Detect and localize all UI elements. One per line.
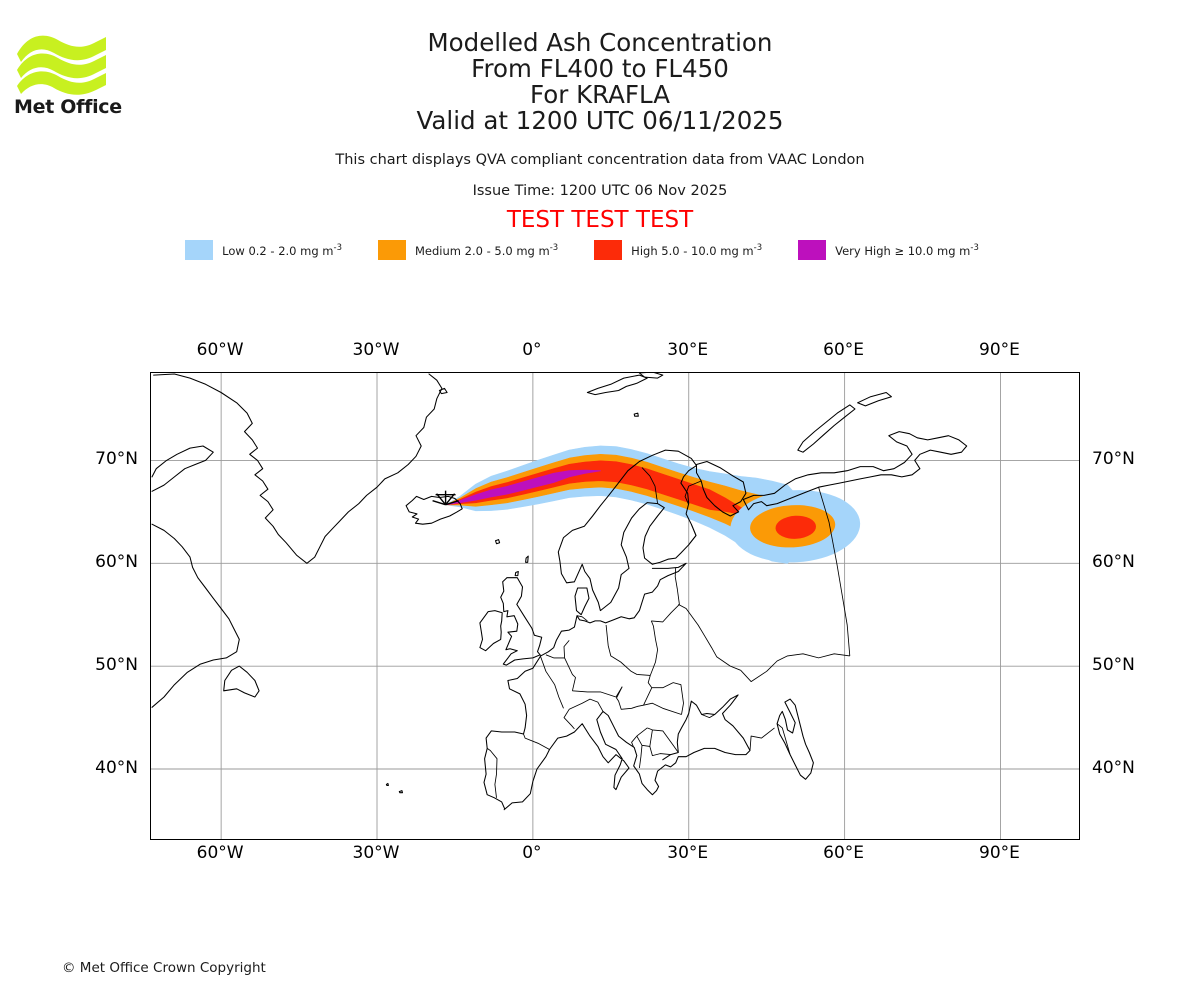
coastlines — [151, 373, 968, 810]
volcano-line: For KRAFLA — [530, 80, 670, 109]
map-canvas — [151, 373, 1079, 839]
map-gridlines — [151, 373, 1079, 839]
legend-label-medium: Medium 2.0 - 5.0 mg m-3 — [415, 243, 558, 258]
legend-swatch-high — [594, 240, 623, 260]
ash-plume — [446, 445, 861, 564]
legend-exponent-high: -3 — [753, 242, 763, 253]
x-tick-bottom-4: 60°E — [823, 843, 865, 863]
y-tick-left-3: 40°N — [95, 758, 138, 778]
legend-label-very-high: Very High ≥ 10.0 mg m-3 — [835, 243, 979, 258]
volcano-marker — [432, 490, 459, 506]
y-tick-left-1: 60°N — [95, 552, 138, 573]
legend-text-low: Low 0.2 - 2.0 mg m — [222, 243, 334, 258]
x-tick-bottom-5: 90°E — [979, 843, 1020, 863]
legend-item-high: High 5.0 - 10.0 mg m-3 — [594, 240, 798, 260]
legend-label-high: High 5.0 - 10.0 mg m-3 — [631, 243, 762, 258]
logo-wordmark: Met Office — [14, 96, 122, 118]
qva-note: This chart displays QVA compliant concen… — [335, 152, 865, 168]
y-tick-left-2: 50°N — [95, 655, 138, 676]
y-tick-right-3: 40°N — [1092, 758, 1135, 778]
legend-swatch-very-high — [798, 240, 827, 260]
x-tick-bottom-3: 30°E — [667, 843, 709, 863]
flight-level-line: From FL400 to FL450 — [471, 54, 729, 83]
plume-tail-high — [775, 515, 817, 539]
met-office-logo: Met Office — [14, 28, 124, 118]
y-tick-left-0: 70°N — [95, 449, 138, 470]
ash-concentration-map — [150, 372, 1080, 840]
x-tick-top-4: 60°E — [823, 340, 865, 360]
concentration-legend: Low 0.2 - 2.0 mg m-3 Medium 2.0 - 5.0 mg… — [0, 240, 1200, 260]
legend-exponent-very-high: -3 — [970, 242, 979, 253]
page-title: Modelled Ash Concentration — [427, 28, 773, 57]
copyright-footer: © Met Office Crown Copyright — [62, 960, 266, 976]
plume-very-high — [446, 469, 601, 505]
legend-label-low: Low 0.2 - 2.0 mg m-3 — [222, 243, 342, 258]
legend-text-very-high: Very High ≥ 10.0 mg m — [835, 243, 971, 258]
legend-text-high: High 5.0 - 10.0 mg m — [631, 243, 754, 258]
legend-item-low: Low 0.2 - 2.0 mg m-3 — [185, 240, 378, 260]
x-tick-top-5: 90°E — [979, 340, 1020, 360]
valid-at-line: Valid at 1200 UTC 06/11/2025 — [416, 106, 784, 135]
x-tick-bottom-0: 60°W — [196, 843, 244, 863]
legend-swatch-low — [185, 240, 214, 260]
issue-time: Issue Time: 1200 UTC 06 Nov 2025 — [472, 183, 728, 199]
x-tick-top-3: 30°E — [667, 340, 709, 360]
legend-text-medium: Medium 2.0 - 5.0 mg m — [414, 243, 550, 258]
country-borders — [486, 467, 851, 811]
test-banner: TEST TEST TEST — [506, 207, 694, 233]
x-tick-bottom-1: 30°W — [352, 843, 400, 863]
legend-item-medium: Medium 2.0 - 5.0 mg m-3 — [377, 240, 594, 260]
x-tick-bottom-2: 0° — [522, 843, 542, 863]
x-tick-top-2: 0° — [522, 340, 542, 360]
y-tick-right-0: 70°N — [1092, 449, 1135, 470]
y-tick-right-1: 60°N — [1092, 552, 1135, 573]
x-tick-top-1: 30°W — [352, 340, 400, 360]
met-office-wave-mark — [17, 35, 106, 95]
legend-item-very-high: Very High ≥ 10.0 mg m-3 — [798, 240, 1015, 260]
x-tick-top-0: 60°W — [196, 340, 244, 360]
legend-exponent-low: -3 — [333, 242, 342, 253]
y-tick-right-2: 50°N — [1092, 655, 1135, 676]
title-block: Modelled Ash Concentration From FL400 to… — [0, 0, 1200, 234]
map-frame — [150, 372, 1080, 840]
legend-exponent-medium: -3 — [549, 242, 559, 253]
legend-swatch-medium — [377, 240, 406, 260]
